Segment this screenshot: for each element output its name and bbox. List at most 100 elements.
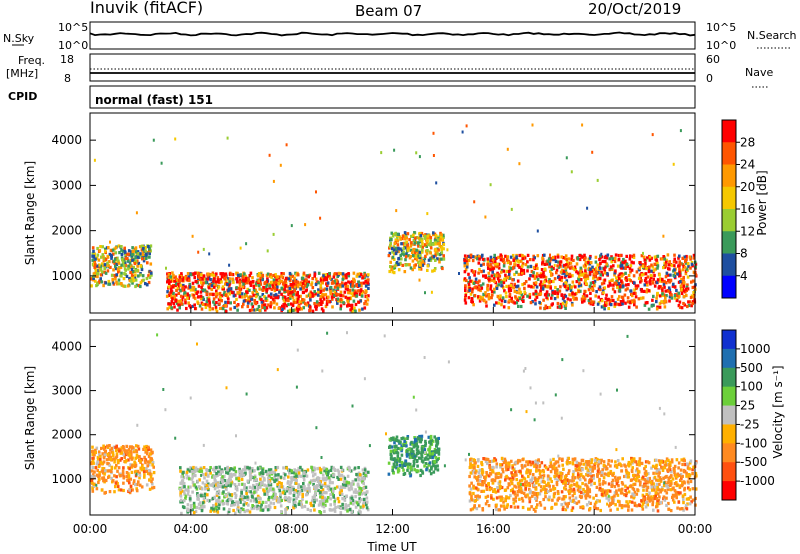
echo-cell: [302, 286, 305, 290]
echo-cell: [551, 302, 554, 306]
echo-cell: [570, 170, 573, 174]
echo-cell: [285, 304, 288, 308]
echo-cell: [441, 266, 444, 271]
echo-cell: [273, 476, 276, 480]
echo-cell: [186, 294, 190, 298]
echo-cell: [365, 302, 369, 306]
echo-cell: [185, 470, 189, 474]
echo-cell: [560, 278, 563, 283]
echo-cell: [555, 268, 559, 272]
echo-cell: [332, 288, 335, 292]
echo-cell: [348, 291, 352, 295]
echo-cell: [603, 278, 607, 282]
echo-cell: [608, 281, 612, 285]
echo-cell: [98, 471, 101, 475]
echo-cell: [467, 258, 471, 262]
echo-cell: [175, 301, 179, 305]
echo-cell: [474, 285, 477, 289]
echo-cell: [434, 258, 437, 262]
echo-cell: [424, 439, 427, 443]
echo-cell: [259, 508, 263, 512]
echo-cell: [294, 469, 298, 473]
echo-cell: [613, 273, 616, 277]
echo-cell: [169, 303, 172, 307]
echo-cell: [267, 476, 270, 480]
echo-cell: [122, 481, 125, 485]
echo-cell: [656, 291, 659, 295]
echo-cell: [328, 481, 332, 485]
echo-cell: [675, 298, 679, 303]
echo-cell: [442, 247, 445, 251]
echo-cell: [211, 483, 214, 487]
echo-cell: [656, 278, 660, 282]
echo-cell: [181, 278, 184, 282]
echo-cell: [673, 285, 677, 289]
echo-cell: [196, 301, 200, 305]
echo-cell: [467, 282, 471, 286]
echo-cell: [198, 485, 201, 489]
echo-cell: [190, 477, 194, 481]
echo-cell: [433, 238, 437, 242]
echo-cell: [509, 261, 512, 265]
echo-cell: [413, 254, 416, 258]
echo-cell: [152, 485, 156, 490]
echo-cell: [532, 265, 536, 270]
echo-cell: [201, 473, 205, 477]
echo-cell: [391, 250, 394, 254]
echo-cell: [170, 306, 173, 310]
echo-cell: [434, 437, 438, 441]
echo-cell: [263, 287, 267, 291]
echo-cell: [424, 462, 428, 466]
echo-cell: [401, 263, 404, 267]
echo-cell: [458, 272, 460, 275]
echo-cell: [133, 275, 137, 279]
echo-cell: [329, 285, 333, 290]
echo-cell: [676, 272, 679, 276]
echo-cell: [266, 492, 269, 496]
echo-cell: [687, 264, 690, 268]
echo-cell: [253, 478, 256, 483]
echo-cell: [204, 305, 208, 309]
echo-cell: [566, 261, 569, 265]
echo-cell: [508, 298, 511, 302]
echo-cell: [571, 291, 574, 295]
echo-cell: [255, 500, 258, 504]
echo-cell: [238, 295, 242, 299]
echo-cell: [103, 270, 106, 274]
echo-cell: [91, 487, 94, 491]
echo-cell: [359, 272, 363, 277]
echo-cell: [568, 283, 571, 287]
echo-cell: [99, 454, 102, 458]
echo-cell: [281, 307, 284, 311]
echo-cell: [411, 259, 415, 263]
echo-cell: [236, 505, 240, 509]
echo-cell: [238, 293, 242, 297]
echo-cell: [218, 291, 222, 296]
echo-cell: [248, 308, 252, 313]
echo-cell: [263, 295, 266, 299]
echo-cell: [201, 505, 204, 509]
echo-cell: [499, 270, 503, 274]
echo-cell: [367, 273, 370, 277]
echo-cell: [418, 155, 421, 159]
echo-cell: [109, 240, 111, 244]
echo-cell: [391, 465, 395, 469]
echo-cell: [625, 278, 629, 282]
echo-cell: [166, 272, 169, 276]
echo-cell: [106, 255, 110, 259]
echo-cell: [254, 302, 258, 306]
echo-cell: [403, 437, 407, 441]
echo-cell: [363, 468, 367, 472]
echo-cell: [310, 499, 314, 503]
echo-cell: [341, 502, 344, 506]
echo-cell: [142, 259, 146, 263]
echo-cell: [613, 290, 617, 294]
echo-cell: [592, 474, 595, 478]
echo-cell: [247, 297, 250, 301]
echo-cell: [133, 449, 136, 453]
echo-cell: [365, 496, 369, 500]
echo-cell: [593, 275, 597, 279]
echo-cell: [617, 277, 621, 281]
echo-cell: [214, 307, 218, 311]
echo-cell: [186, 488, 190, 492]
